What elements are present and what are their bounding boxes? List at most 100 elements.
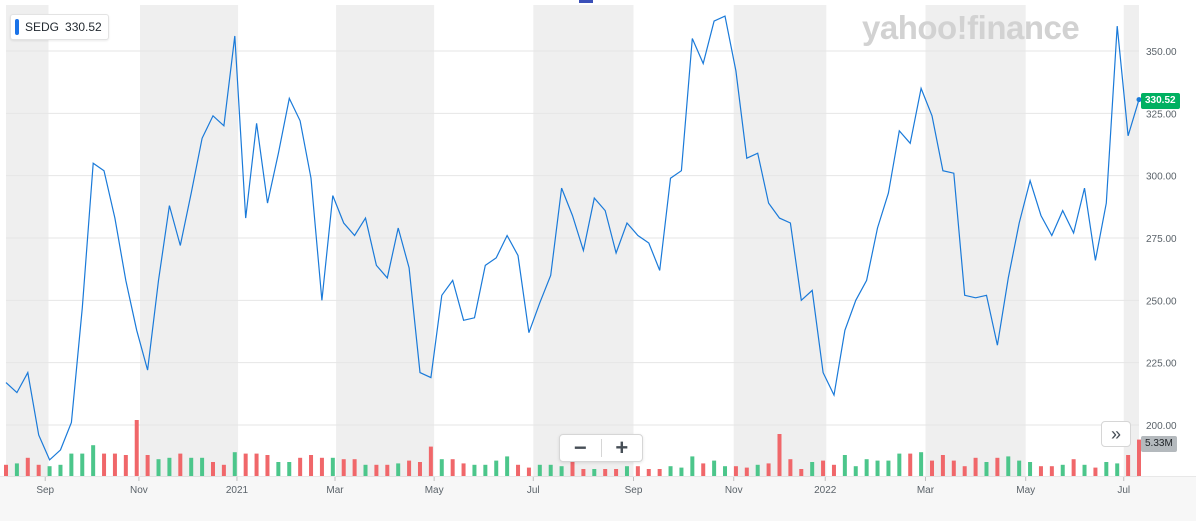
volume-bar [1028, 462, 1033, 476]
volume-bar [112, 453, 117, 476]
volume-bar [919, 452, 924, 476]
volume-bar [766, 463, 771, 476]
volume-bar [36, 464, 41, 476]
volume-bar [1071, 459, 1076, 476]
x-tick-label: May [425, 485, 444, 496]
volume-bar [25, 457, 30, 476]
volume-bar [624, 466, 629, 476]
volume-bar [1126, 455, 1131, 476]
x-tick-label: Nov [725, 485, 743, 496]
x-tick-label: Sep [625, 485, 643, 496]
zoom-control: − + [559, 434, 643, 462]
volume-bar [516, 464, 521, 476]
volume-bar [287, 462, 292, 476]
volume-bar [701, 463, 706, 476]
volume-bar [897, 453, 902, 476]
volume-bar [134, 420, 139, 476]
x-tick-label: Sep [36, 485, 54, 496]
volume-bar [123, 455, 128, 476]
volume-bar [417, 462, 422, 476]
volume-bar [145, 455, 150, 476]
volume-bar [221, 464, 226, 476]
volume-bar [973, 457, 978, 476]
volume-bar [200, 457, 205, 476]
month-band [1123, 5, 1139, 477]
volume-bar [548, 464, 553, 476]
x-tick-label: 2022 [814, 485, 837, 496]
volume-bar [930, 460, 935, 476]
volume-bar [657, 469, 662, 476]
month-band [139, 5, 239, 477]
volume-bar [537, 464, 542, 476]
volume-bar [363, 464, 368, 476]
volume-bar [80, 453, 85, 476]
y-tick-label: 325.00 [1146, 109, 1177, 120]
volume-bar [505, 456, 510, 476]
zoom-in-button[interactable]: + [615, 435, 629, 460]
volume-bar [570, 455, 575, 476]
volume-bar [962, 466, 967, 476]
volume-bar [788, 459, 793, 476]
x-tick-label: 2021 [226, 485, 249, 496]
x-tick-label: Jul [1117, 485, 1130, 496]
volume-bar [407, 460, 412, 476]
volume-bar [526, 467, 531, 476]
volume-bar [842, 455, 847, 476]
volume-bar [886, 460, 891, 476]
volume-bar [265, 455, 270, 476]
volume-bar [4, 464, 8, 476]
volume-bar [1104, 462, 1109, 476]
volume-bar [439, 459, 444, 476]
volume-bar [1115, 463, 1120, 476]
volume-bar [995, 457, 1000, 476]
y-tick-label: 200.00 [1146, 421, 1177, 432]
volume-bar [984, 462, 989, 476]
symbol-label: SEDG [25, 20, 60, 34]
volume-bar [243, 453, 248, 476]
yahoo-finance-logo: yahoo!finance [862, 9, 1080, 46]
volume-bar [603, 469, 608, 476]
zoom-out-button[interactable]: − [573, 435, 587, 460]
volume-bar [450, 459, 455, 476]
volume-bar [309, 455, 314, 476]
volume-tag: 5.33M [1141, 436, 1177, 452]
volume-bar [1049, 466, 1054, 476]
month-band [533, 5, 634, 477]
volume-bar [821, 460, 826, 476]
volume-bar [91, 445, 96, 476]
volume-bar [712, 460, 717, 476]
volume-bar [178, 453, 183, 476]
volume-bar [1093, 467, 1098, 476]
volume-bar [483, 464, 488, 476]
volume-bar [385, 464, 390, 476]
last-price-dot [1136, 97, 1142, 103]
x-tick-label: May [1016, 485, 1035, 496]
x-tick-label: Mar [326, 485, 344, 496]
volume-bar [646, 469, 651, 476]
volume-bar [319, 457, 324, 476]
volume-bar [733, 466, 738, 476]
volume-bar [330, 457, 335, 476]
symbol-badge[interactable]: SEDG 330.52 [10, 14, 109, 40]
volume-bar [614, 469, 619, 476]
volume-bar [744, 467, 749, 476]
volume-bar [276, 462, 281, 476]
volume-bar [831, 464, 836, 476]
volume-bar [581, 469, 586, 476]
volume-bar [635, 466, 640, 476]
volume-bar [777, 434, 782, 476]
volume-bar [875, 460, 880, 476]
expand-chart-button[interactable]: » [1101, 421, 1131, 447]
volume-bar [341, 459, 346, 476]
volume-bar [210, 462, 215, 476]
month-band [336, 5, 435, 477]
volume-bar [755, 464, 760, 476]
y-tick-label: 225.00 [1146, 359, 1177, 370]
last-price-tag: 330.52 [1141, 93, 1180, 109]
volume-bar [47, 466, 52, 476]
volume-bar [799, 469, 804, 476]
volume-bar [592, 469, 597, 476]
volume-bar [1137, 439, 1141, 476]
volume-bar [167, 457, 172, 476]
